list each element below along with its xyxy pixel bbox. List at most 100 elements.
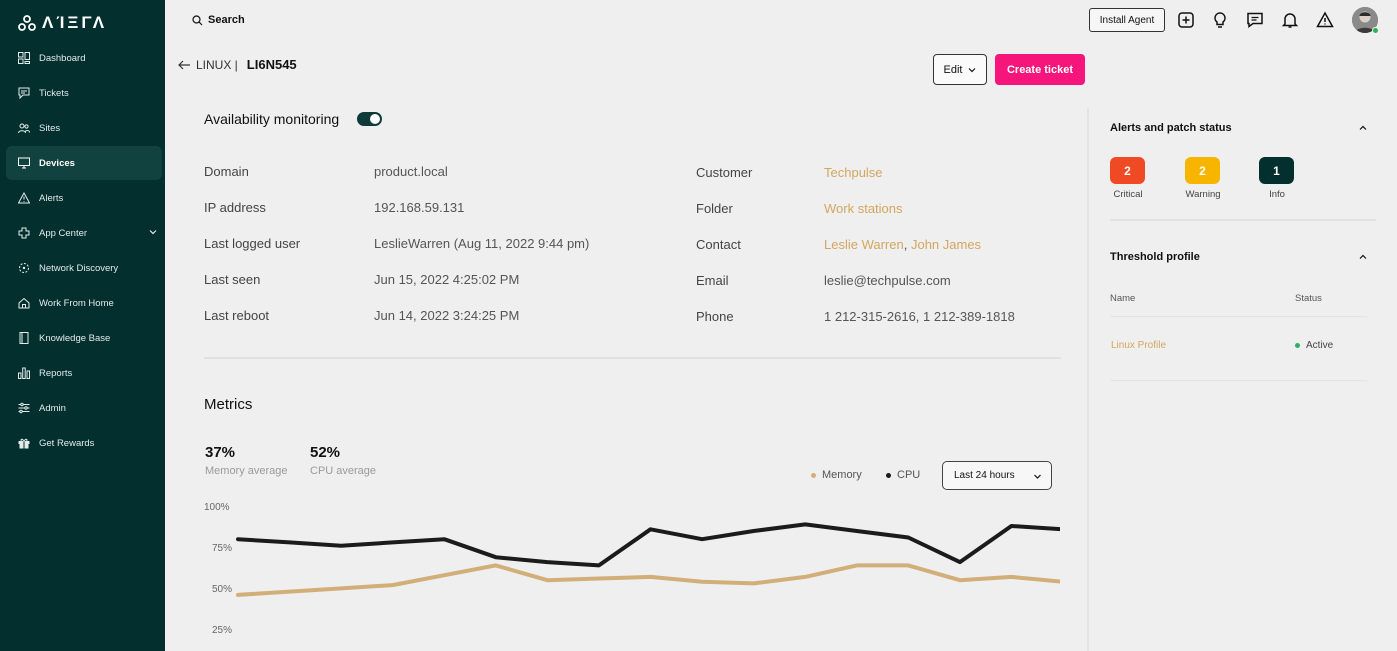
sidebar-nav: Dashboard Tickets Sites Devices Alerts A… bbox=[6, 41, 162, 461]
warning-badge[interactable]: 2 bbox=[1185, 157, 1220, 184]
chat-icon[interactable] bbox=[1246, 11, 1264, 29]
logo-icon bbox=[18, 15, 36, 31]
cpu-average-value: 52% bbox=[310, 444, 341, 461]
logo-text: ΛΊΞΓΛ bbox=[42, 13, 108, 32]
sidebar-item-sites[interactable]: Sites bbox=[6, 111, 162, 145]
y-tick-25: 25% bbox=[212, 625, 233, 636]
edit-button[interactable]: Edit bbox=[933, 54, 987, 85]
search-label: Search bbox=[208, 14, 245, 26]
sidebar: ΛΊΞΓΛ Dashboard Tickets Sites Devices Al… bbox=[0, 0, 165, 651]
threshold-status: Active bbox=[1295, 340, 1333, 351]
sidebar-item-work-from-home[interactable]: Work From Home bbox=[6, 286, 162, 320]
tickets-icon bbox=[18, 87, 30, 99]
os-label: LINUX | bbox=[196, 57, 238, 72]
last-user-value: LeslieWarren (Aug 11, 2022 9:44 pm) bbox=[374, 236, 590, 251]
cpu-series-line bbox=[236, 522, 1060, 568]
bell-icon[interactable] bbox=[1281, 11, 1299, 29]
threshold-profile-link[interactable]: Linux Profile bbox=[1111, 340, 1167, 351]
customer-label: Customer bbox=[696, 165, 753, 180]
active-status-dot bbox=[1295, 343, 1300, 348]
last-reboot-label: Last reboot bbox=[204, 308, 270, 323]
ip-value: 192.168.59.131 bbox=[374, 200, 465, 215]
metrics-title: Metrics bbox=[204, 396, 253, 413]
alerts-panel-title: Alerts and patch status bbox=[1110, 122, 1232, 134]
customer-link[interactable]: Techpulse bbox=[824, 165, 883, 180]
lightbulb-icon[interactable] bbox=[1211, 11, 1229, 29]
threshold-row-line bbox=[1110, 380, 1367, 381]
chevron-down-icon[interactable] bbox=[148, 227, 158, 237]
domain-value: product.local bbox=[374, 164, 448, 179]
cpu-average-label: CPU average bbox=[310, 465, 377, 477]
domain-label: Domain bbox=[204, 164, 249, 179]
breadcrumb: LINUX | LI6N545 bbox=[178, 57, 297, 72]
last-seen-label: Last seen bbox=[204, 272, 261, 287]
sidebar-item-get-rewards[interactable]: Get Rewards bbox=[6, 426, 162, 460]
app-center-icon bbox=[18, 227, 30, 239]
add-icon[interactable] bbox=[1177, 11, 1195, 29]
panel-divider bbox=[1110, 219, 1376, 221]
contact-link-2[interactable]: John James bbox=[910, 237, 982, 252]
back-arrow-icon[interactable] bbox=[178, 60, 191, 70]
section-divider bbox=[204, 357, 1061, 359]
sidebar-item-label: Reports bbox=[39, 367, 73, 379]
search-icon bbox=[192, 14, 203, 25]
memory-average-label: Memory average bbox=[205, 465, 288, 477]
sidebar-item-devices[interactable]: Devices bbox=[6, 146, 162, 180]
threshold-col-name: Name bbox=[1110, 293, 1136, 304]
contact-value: Leslie Warren, John James bbox=[824, 237, 981, 252]
edit-label: Edit bbox=[943, 63, 963, 76]
sidebar-item-network-discovery[interactable]: Network Discovery bbox=[6, 251, 162, 285]
legend-memory: Memory bbox=[811, 469, 862, 481]
availability-toggle[interactable] bbox=[357, 112, 382, 126]
sidebar-item-label: Devices bbox=[39, 157, 75, 169]
contact-link-1[interactable]: Leslie Warren bbox=[824, 237, 904, 252]
online-status-dot bbox=[1372, 27, 1379, 34]
user-photo-icon bbox=[1352, 7, 1378, 33]
legend-cpu-label: CPU bbox=[897, 469, 921, 481]
create-ticket-button[interactable]: Create ticket bbox=[995, 54, 1085, 85]
legend-memory-label: Memory bbox=[822, 469, 862, 481]
sidebar-item-reports[interactable]: Reports bbox=[6, 356, 162, 390]
sidebar-item-label: Tickets bbox=[39, 87, 69, 99]
time-range-value: Last 24 hours bbox=[954, 470, 1015, 481]
sidebar-item-app-center[interactable]: App Center bbox=[6, 216, 162, 250]
chevron-up-icon[interactable] bbox=[1358, 123, 1368, 133]
sidebar-item-knowledge-base[interactable]: Knowledge Base bbox=[6, 321, 162, 355]
sidebar-item-dashboard[interactable]: Dashboard bbox=[6, 41, 162, 75]
chevron-up-icon[interactable] bbox=[1358, 252, 1368, 262]
sidebar-item-label: Alerts bbox=[39, 192, 64, 204]
contact-label: Contact bbox=[696, 237, 741, 252]
y-tick-100: 100% bbox=[204, 502, 230, 513]
cpu-legend-dot bbox=[886, 472, 891, 478]
info-badge[interactable]: 1 bbox=[1259, 157, 1294, 184]
phone-value: 1 212-315-2616, 1 212-389-1818 bbox=[824, 309, 1015, 324]
critical-badge[interactable]: 2 bbox=[1110, 157, 1145, 184]
sidebar-item-alerts[interactable]: Alerts bbox=[6, 181, 162, 215]
sidebar-item-label: Work From Home bbox=[39, 297, 114, 309]
alerts-icon bbox=[18, 192, 30, 204]
devices-icon bbox=[18, 157, 30, 169]
memory-series-line bbox=[236, 563, 1060, 597]
search-bar[interactable]: Search bbox=[192, 14, 245, 26]
contact-separator: , bbox=[903, 237, 908, 252]
phone-label: Phone bbox=[696, 309, 734, 324]
critical-label: Critical bbox=[1113, 189, 1143, 200]
memory-legend-dot bbox=[811, 472, 816, 478]
chevron-down-icon bbox=[1034, 474, 1041, 479]
threshold-panel-title: Threshold profile bbox=[1110, 251, 1200, 263]
threshold-header-line bbox=[1110, 316, 1367, 317]
folder-link[interactable]: Work stations bbox=[824, 201, 903, 216]
sidebar-item-label: Knowledge Base bbox=[39, 332, 111, 344]
warning-icon[interactable] bbox=[1316, 11, 1334, 29]
sidebar-item-tickets[interactable]: Tickets bbox=[6, 76, 162, 110]
time-range-select[interactable]: Last 24 hours bbox=[942, 461, 1052, 490]
app-logo[interactable]: ΛΊΞΓΛ bbox=[18, 13, 107, 33]
y-tick-75: 75% bbox=[212, 543, 233, 554]
metrics-chart bbox=[236, 522, 1060, 597]
email-value: leslie@techpulse.com bbox=[824, 273, 951, 288]
install-agent-button[interactable]: Install Agent bbox=[1089, 8, 1165, 32]
sidebar-item-admin[interactable]: Admin bbox=[6, 391, 162, 425]
book-icon bbox=[19, 332, 29, 344]
ip-label: IP address bbox=[204, 200, 266, 215]
sidebar-item-label: Dashboard bbox=[39, 52, 86, 64]
